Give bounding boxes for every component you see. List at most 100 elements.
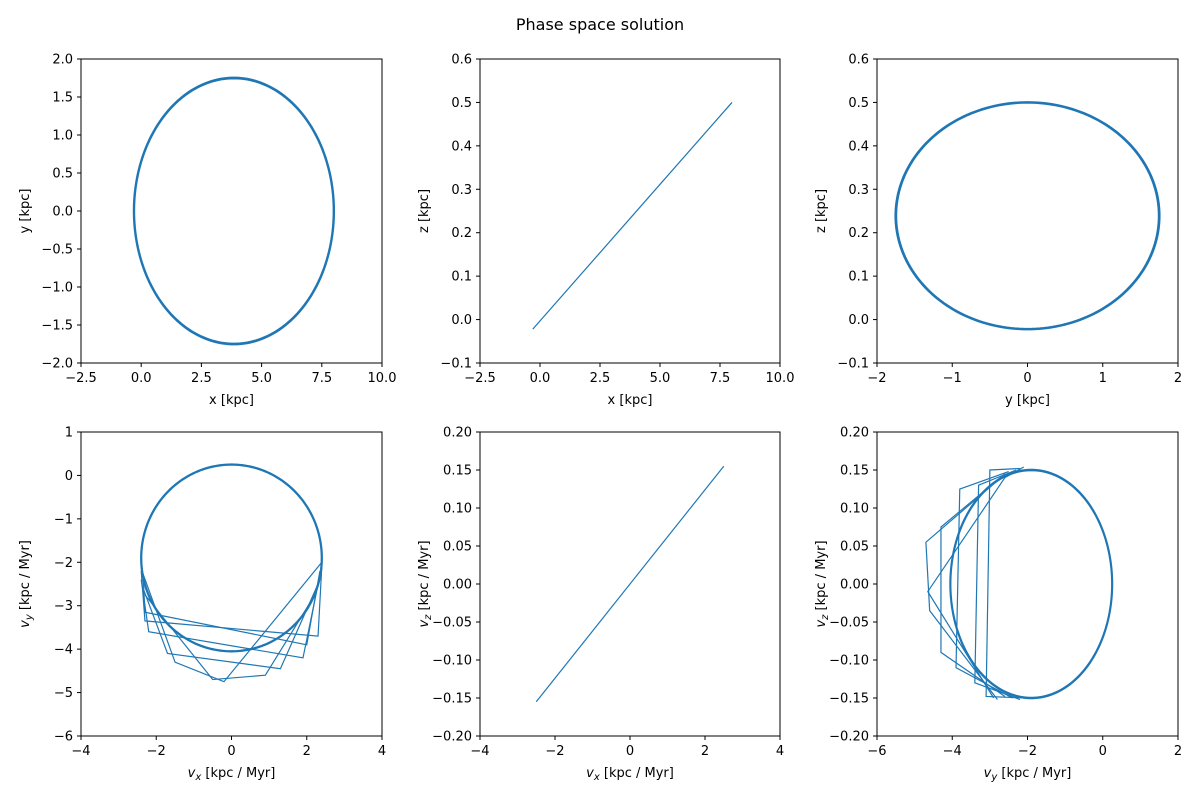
x-tick-label: −4 [943, 744, 962, 759]
y-tick-label: 0.20 [840, 426, 869, 441]
y-tick-label: 0.1 [451, 270, 472, 285]
orbit-trace-3 [950, 470, 1113, 698]
y-axis-label: y [kpc] [18, 189, 33, 234]
y-axis-label: z [kpc] [814, 189, 829, 233]
x-tick-label: 10.0 [766, 371, 795, 386]
y-tick-label: 0.6 [848, 53, 869, 68]
x-tick-label: 10.0 [368, 371, 397, 386]
y-tick-label: −0.05 [432, 616, 472, 631]
x-axis-label: x [kpc] [608, 393, 653, 408]
x-tick-label: −2.5 [464, 371, 496, 386]
y-tick-label: 0.05 [443, 540, 472, 555]
y-tick-label: 0.4 [848, 139, 869, 154]
y-tick-label: 0.6 [451, 53, 472, 68]
orbit-trace-1 [895, 101, 1160, 330]
orbit-trace-2 [894, 101, 1161, 331]
y-tick-label: −1.0 [41, 281, 73, 296]
y-axis-label: vz [kpc / Myr] [814, 540, 831, 627]
y-tick-label: 0.2 [848, 226, 869, 241]
subplot-1: −2.5 0.0 2.5 5.0 7.5 10.0 −2.0 −1.5 −1.0 −0.5 0.0 0… [18, 53, 396, 409]
y-tick-label: 0.15 [840, 464, 869, 479]
y-tick-label: 0.4 [451, 139, 472, 154]
y-tick-label: 0.3 [848, 183, 869, 198]
y-tick-label: −2 [54, 556, 73, 571]
subplot-6-series [925, 466, 1114, 701]
y-axis-label: vz [kpc / Myr] [417, 540, 434, 627]
x-tick-label: 1 [1099, 371, 1107, 386]
subplot-3-series [894, 101, 1161, 331]
y-axis-label: z [kpc] [417, 189, 432, 233]
x-tick-label: 4 [776, 744, 784, 759]
subplot-2: −2.5 0.0 2.5 5.0 7.5 10.0 −0.1 0.0 0.1 0.2 0.3 0.4 0… [417, 53, 794, 409]
y-tick-label: 0.05 [840, 540, 869, 555]
orbit-trace-3 [895, 102, 1159, 330]
x-axis-label: x [kpc] [209, 393, 254, 408]
loop-segment-6 [927, 466, 1025, 699]
series-line-1 [535, 465, 725, 703]
y-tick-label: −0.10 [829, 654, 869, 669]
figure-title: Phase space solution [516, 15, 684, 34]
x-tick-label: 0 [626, 744, 634, 759]
x-tick-label: −4 [470, 744, 489, 759]
y-tick-label: 0 [65, 469, 73, 484]
y-tick-label: −0.15 [829, 692, 869, 707]
orbit-trace-3 [133, 78, 334, 344]
y-tick-label: −0.1 [837, 357, 869, 372]
x-tick-label: 4 [378, 744, 386, 759]
y-tick-label: −0.20 [432, 730, 472, 745]
x-tick-label: 2 [1174, 371, 1182, 386]
series-line-1 [532, 102, 733, 330]
subplot-4: −4 −2 0 2 4 −6 −5 −4 −3 −2 −1 0 1 vx [kpc / Myr] vy [k… [18, 426, 386, 784]
loop-segment-5 [925, 477, 1002, 700]
y-tick-label: −1 [54, 512, 73, 527]
subplot-2-series [532, 102, 733, 330]
loop-segment-4 [144, 592, 317, 681]
y-tick-label: −6 [54, 730, 73, 745]
y-tick-label: −1.5 [41, 319, 73, 334]
x-tick-label: 2 [303, 744, 311, 759]
y-tick-label: 0.1 [848, 270, 869, 285]
loop-segment-3 [142, 583, 319, 670]
loop-segment-1 [985, 467, 1028, 699]
x-tick-label: −2 [1018, 744, 1037, 759]
y-tick-label: 0.0 [848, 313, 869, 328]
y-tick-label: 0.00 [443, 578, 472, 593]
x-tick-label: −4 [71, 744, 90, 759]
x-tick-label: 2 [1174, 744, 1182, 759]
loop-segment-4 [940, 473, 1006, 697]
x-tick-label: 2.5 [590, 371, 611, 386]
y-tick-label: 0.5 [451, 96, 472, 111]
y-tick-label: −0.10 [432, 654, 472, 669]
subplot-2-frame [479, 58, 781, 364]
y-tick-label: −0.1 [440, 357, 472, 372]
orbit-trace-2 [949, 468, 1114, 700]
subplot-5: −4 −2 0 2 4 −0.20 −0.15 −0.10 −0.05 0.00 0.05 0.10 0… [417, 426, 784, 784]
y-tick-label: 1.0 [52, 129, 73, 144]
y-tick-label: 0.0 [52, 205, 73, 220]
y-axis-label: vy [kpc / Myr] [18, 540, 35, 628]
y-tick-label: −0.20 [829, 730, 869, 745]
y-tick-label: 0.2 [451, 226, 472, 241]
x-axis-label: vx [kpc / Myr] [188, 766, 276, 783]
y-tick-label: 0.15 [443, 464, 472, 479]
y-tick-label: −2.0 [41, 357, 73, 372]
y-tick-label: −5 [54, 686, 73, 701]
y-tick-label: 1 [65, 426, 73, 441]
x-tick-label: 0 [1099, 744, 1107, 759]
subplot-5-series [535, 465, 725, 703]
x-tick-label: 5.0 [650, 371, 671, 386]
loop-segment-6 [142, 570, 321, 646]
y-tick-label: −3 [54, 599, 73, 614]
subplot-1-series [132, 76, 336, 346]
subplot-4-series [140, 463, 323, 683]
x-tick-label: 0.0 [530, 371, 551, 386]
orbit-trace-2 [132, 76, 336, 346]
x-tick-label: −2.5 [65, 371, 97, 386]
x-tick-label: −1 [943, 371, 962, 386]
axes-layer: −2.5 0.0 2.5 5.0 7.5 10.0−2.0−1.5−1.0−0.50.00… [18, 53, 1182, 784]
x-tick-label: 0.0 [131, 371, 152, 386]
y-tick-label: 0.3 [451, 183, 472, 198]
y-tick-label: 0.20 [443, 426, 472, 441]
